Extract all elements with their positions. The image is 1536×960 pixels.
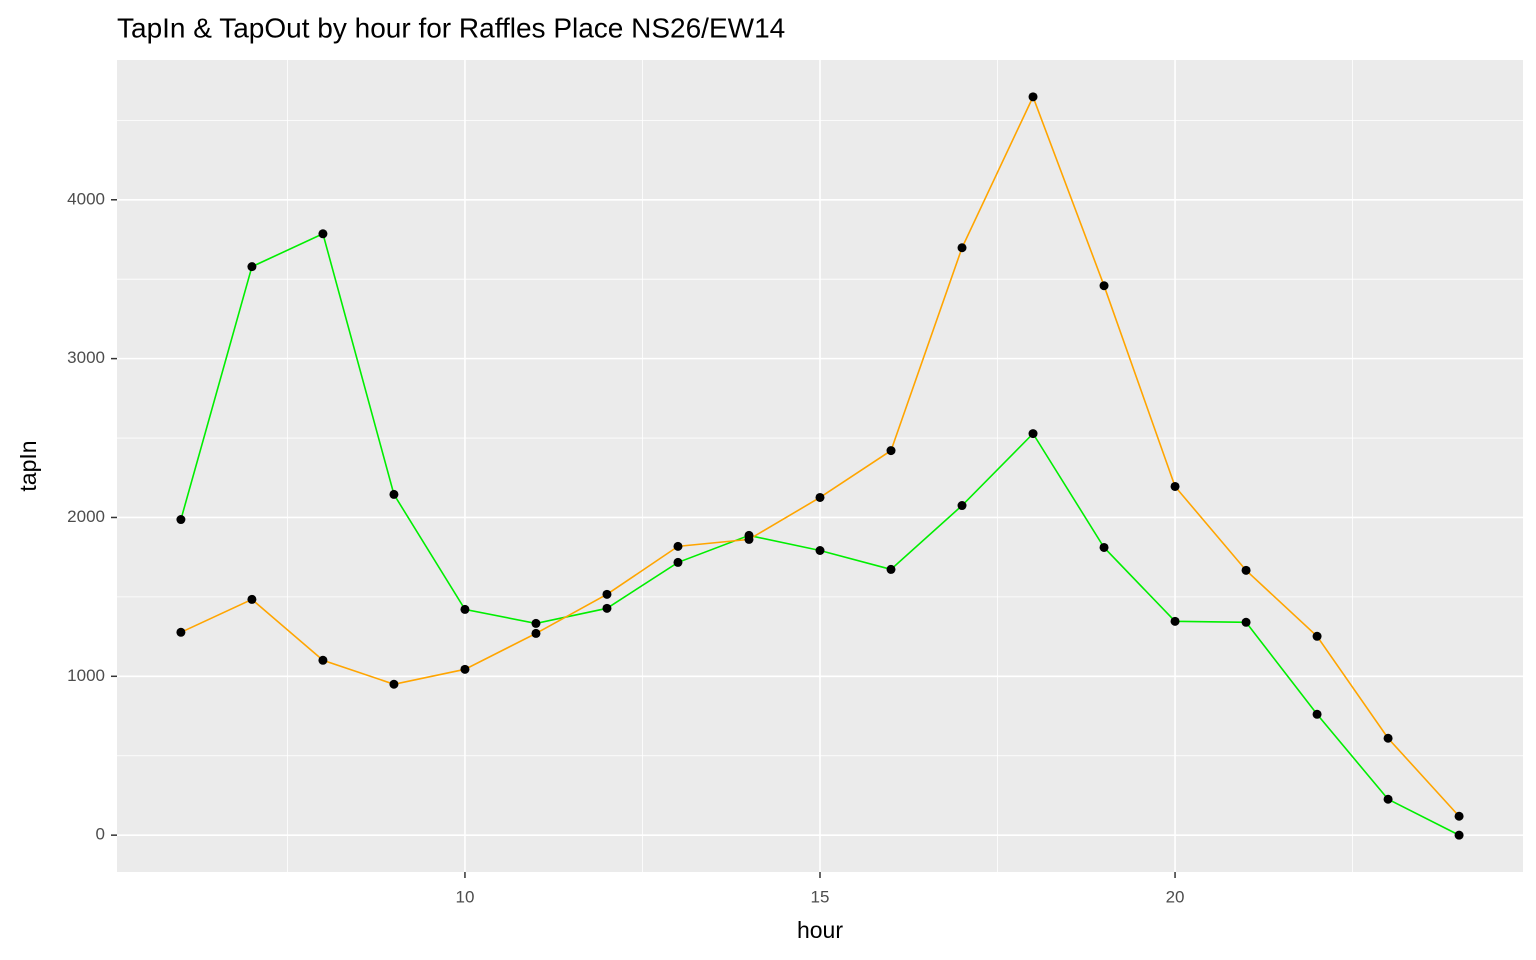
data-point: [531, 628, 541, 638]
data-point: [176, 515, 186, 525]
data-point: [886, 564, 896, 574]
data-point: [673, 557, 683, 567]
data-point: [1312, 631, 1322, 641]
data-point: [1454, 830, 1464, 840]
data-point: [389, 489, 399, 499]
data-point: [460, 604, 470, 614]
y-tick-label: 2000: [67, 507, 105, 526]
data-point: [176, 627, 186, 637]
data-point: [389, 679, 399, 689]
data-point: [1383, 733, 1393, 743]
data-point: [460, 664, 470, 674]
data-point: [1241, 565, 1251, 575]
data-point: [318, 229, 328, 239]
data-point: [744, 534, 754, 544]
x-tick-label: 10: [455, 887, 474, 906]
data-point: [815, 546, 825, 556]
data-point: [318, 655, 328, 665]
y-tick-label: 4000: [67, 189, 105, 208]
data-point: [1028, 429, 1038, 439]
data-point: [1454, 811, 1464, 821]
y-tick-label: 0: [96, 825, 105, 844]
data-point: [815, 492, 825, 502]
data-point: [1241, 617, 1251, 627]
data-point: [1099, 542, 1109, 552]
x-axis-title: hour: [797, 917, 843, 943]
data-point: [247, 594, 257, 604]
data-point: [602, 603, 612, 613]
data-point: [602, 589, 612, 599]
y-tick-label: 3000: [67, 348, 105, 367]
data-point: [1170, 481, 1180, 491]
data-point: [1312, 709, 1322, 719]
y-tick-label: 1000: [67, 666, 105, 685]
data-point: [247, 262, 257, 272]
x-tick-label: 20: [1166, 887, 1185, 906]
chart-title: TapIn & TapOut by hour for Raffles Place…: [117, 12, 785, 43]
x-tick-label: 15: [811, 887, 830, 906]
data-point: [886, 446, 896, 456]
data-point: [1170, 616, 1180, 626]
data-point: [957, 243, 967, 253]
data-point: [957, 501, 967, 511]
data-point: [673, 541, 683, 551]
y-axis-title: tapIn: [15, 440, 41, 491]
data-point: [531, 618, 541, 628]
data-point: [1099, 281, 1109, 291]
data-point: [1028, 92, 1038, 102]
data-point: [1383, 794, 1393, 804]
